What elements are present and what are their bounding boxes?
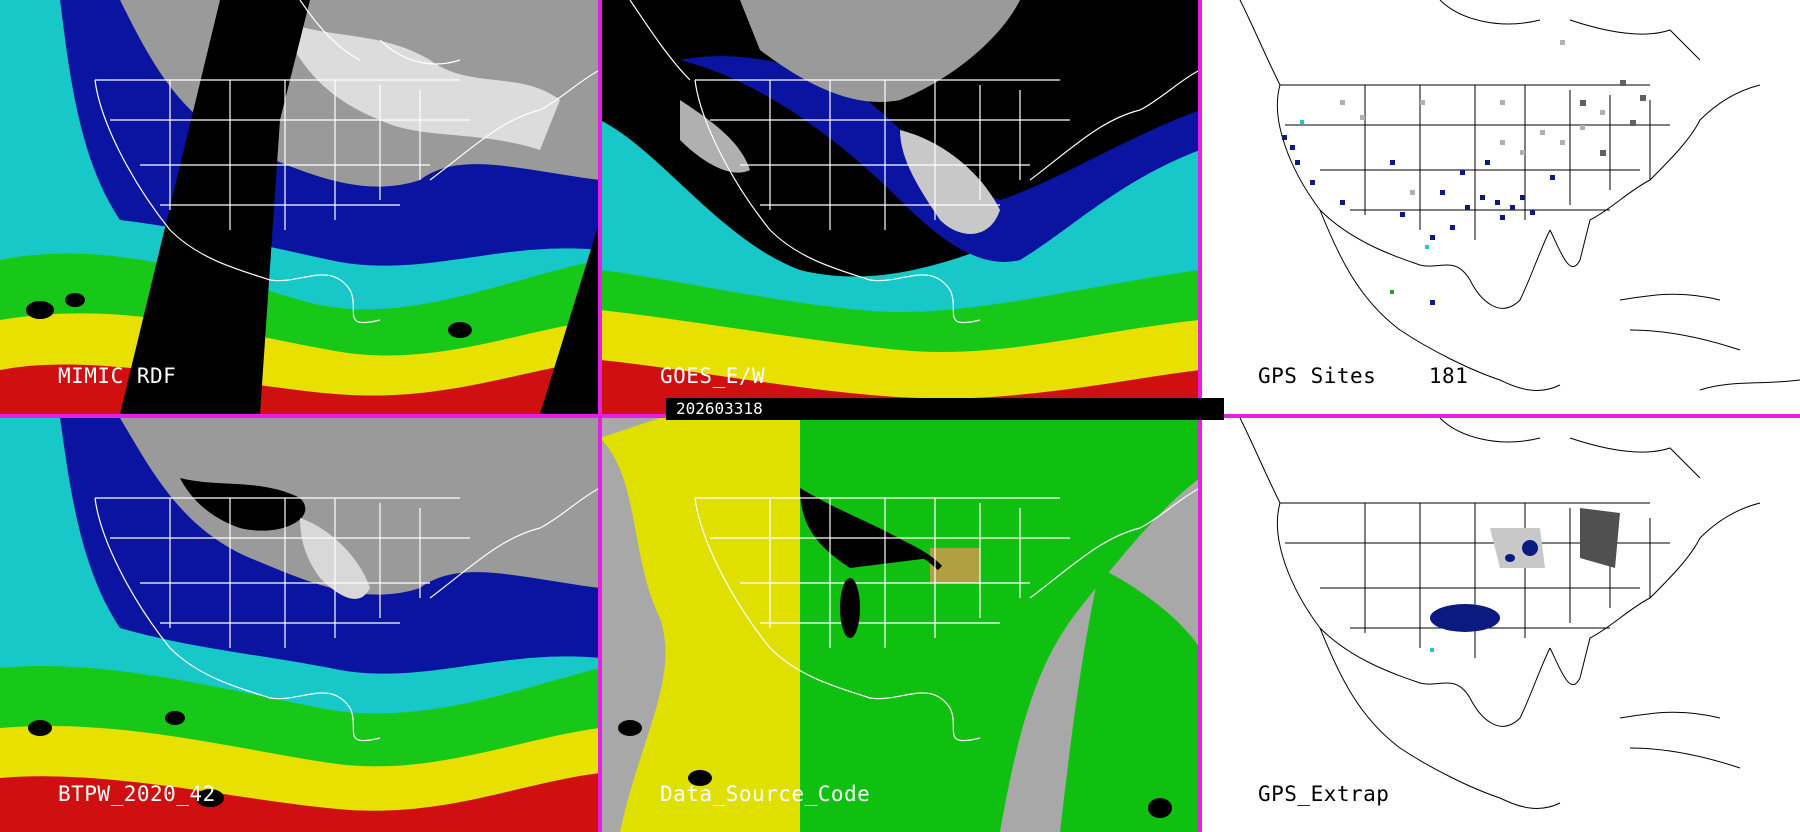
timestamp-text: 202603318 (676, 399, 763, 418)
panel-label: Data_Source_Code (660, 782, 871, 806)
mimic-rdf-panel: MIMIC RDF (0, 0, 600, 414)
timestamp-bar: 202603318 (666, 398, 1224, 420)
goes-ew-map (600, 0, 1200, 414)
btpw-panel: BTPW_2020_42 (0, 418, 600, 832)
panel-label: BTPW_2020_42 (58, 782, 216, 806)
panel-label: MIMIC RDF (58, 364, 177, 388)
gps-extrap-panel: GPS_Extrap (1200, 418, 1800, 832)
goes-ew-panel: GOES_E/W (600, 0, 1200, 414)
gps-sites-panel: GPS Sites 181 (1200, 0, 1800, 414)
data-source-code-panel: Data_Source_Code (600, 418, 1200, 832)
gps-extrap-map (1239, 418, 1761, 809)
data-source-code-map (600, 418, 1200, 832)
gps-sites-map (1239, 0, 1800, 391)
btpw-map (0, 418, 600, 832)
panel-label: GPS_Extrap (1258, 782, 1390, 806)
panel-label: GOES_E/W (660, 364, 766, 388)
panel-label: GPS Sites 181 (1258, 364, 1469, 388)
mimic-rdf-map (0, 0, 600, 414)
